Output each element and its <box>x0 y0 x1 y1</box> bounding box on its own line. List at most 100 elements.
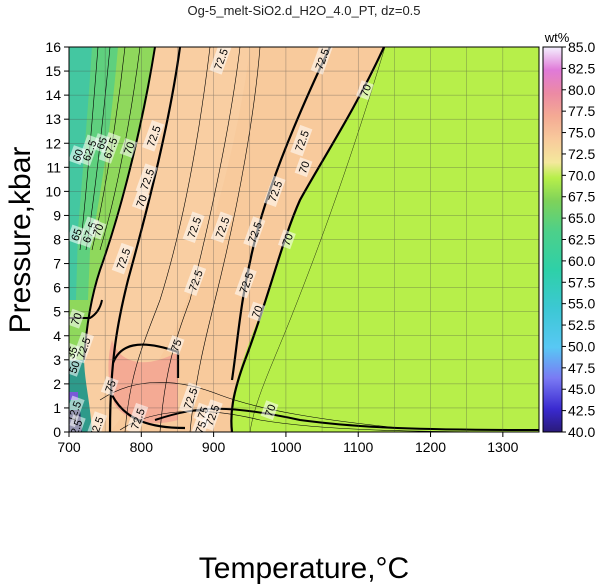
contour-label-bg <box>69 414 86 432</box>
colorbar-tick-label: 55.0 <box>568 296 595 312</box>
contour-label-bg <box>234 266 257 299</box>
colorbar-ticks: 85.0 82.5 80.0 77.5 75.0 72.5 70.0 67.5 65.0 62.5… <box>562 39 595 440</box>
contour-label-bg <box>356 80 374 101</box>
y-tick-label: 7 <box>53 256 61 272</box>
contour-label-bg <box>84 411 108 432</box>
contour-label: 70 <box>69 308 85 329</box>
colorbar-tick-label: 60.0 <box>568 253 595 269</box>
contour-label-bg <box>71 331 95 364</box>
colorbar-tick-label: 65.0 <box>568 210 595 226</box>
contour-label-bg <box>111 242 134 275</box>
contour-label-text: 35 <box>65 345 80 361</box>
contour-label-bg <box>98 132 121 164</box>
y-tick-label: 4 <box>53 328 61 344</box>
contour-label-text: 70 <box>250 304 265 320</box>
contour-label-text: 60 <box>71 148 86 164</box>
y-tick-label: 0 <box>53 424 61 440</box>
contour-label: 72.5 <box>84 411 108 432</box>
contour-label-bg <box>290 124 313 157</box>
contour-label-bg <box>126 402 149 432</box>
contour-label: 2.5 <box>69 414 86 436</box>
y-tick-label: 8 <box>53 232 61 248</box>
contour-label-bg <box>247 301 266 322</box>
contour-label-bg <box>69 395 85 428</box>
x-tick-label: 1200 <box>415 439 446 455</box>
contour-label-bg <box>209 47 232 75</box>
contour-label-bg <box>69 308 85 329</box>
contour-label-bg <box>263 175 286 207</box>
y-tick-label: 2 <box>53 376 61 392</box>
contour-label-text: 75 <box>169 338 184 354</box>
x-tick-label: 1000 <box>270 439 301 455</box>
contour-label-bg <box>77 134 100 167</box>
contour-label: 70 <box>277 229 296 250</box>
colorbar-tick-label: 82.5 <box>568 60 595 76</box>
x-tick-label: 700 <box>57 439 81 455</box>
colorbar-tick-label: 80.0 <box>568 82 595 98</box>
colorbar-tick-label: 47.5 <box>568 360 595 376</box>
contour-label: 75 <box>100 376 119 397</box>
field-75 <box>108 340 178 424</box>
colorbar-tick-label: 42.5 <box>568 403 595 419</box>
colorbar-tick-label: 67.5 <box>568 189 595 205</box>
colorbar: wt% 85.0 82.5 80.0 77.5 75.0 72.5 70.0 67.5 65.0… <box>542 30 595 440</box>
y-tick-label: 12 <box>45 135 61 151</box>
contour-label: 75 <box>166 335 185 356</box>
y-tick-label: 16 <box>45 39 61 55</box>
contour-label-bg <box>131 190 150 211</box>
colorbar-tick-label: 40.0 <box>568 424 595 440</box>
contour-label-bg <box>182 211 205 244</box>
contour-label-text: 50 <box>67 360 82 376</box>
contour-label-bg <box>184 264 207 296</box>
contour-label-text: 2.5 <box>69 418 86 436</box>
field-purple-patch <box>69 392 78 400</box>
colorbar-tick-label: 72.5 <box>568 146 595 162</box>
x-tick-label: 1100 <box>343 439 373 455</box>
colorbar-tick-label: 70.0 <box>568 167 595 183</box>
y-tick-label: 5 <box>53 304 61 320</box>
contour-label-bg <box>166 335 185 356</box>
contour-label-bg <box>260 400 279 421</box>
x-axis-title: Temperature,°C <box>199 552 409 585</box>
contour-label-text: 75 <box>103 379 118 395</box>
y-tick-label: 9 <box>53 207 61 223</box>
contour-label: 70 <box>294 157 313 178</box>
colorbar-tick-label: 52.5 <box>568 317 595 333</box>
chart-title: Og-5_melt-SiO2.d_H2O_4.0_PT, dz=0.5 <box>187 3 420 18</box>
contour-label-text: 70 <box>263 403 278 419</box>
y-tick-label: 10 <box>45 183 61 199</box>
y-tick-label: 1 <box>53 400 61 416</box>
colorbar-tick-label: 45.0 <box>568 381 595 397</box>
colorbar-gradient <box>542 46 563 433</box>
contour-label-bg <box>294 157 313 178</box>
contour-label-text: 70 <box>122 141 137 157</box>
contour-label-bg <box>119 137 138 158</box>
y-tick-label: 11 <box>46 159 61 175</box>
contour-label-bg <box>277 229 296 250</box>
x-tick-label: 1300 <box>487 439 518 455</box>
contour-label-text: 70 <box>91 222 106 238</box>
y-tick-label: 14 <box>45 87 61 103</box>
colorbar-title: wt% <box>544 30 570 45</box>
y-tick-label: 6 <box>53 280 61 296</box>
contour-label-text: 70 <box>135 194 150 210</box>
contour-label-bg <box>243 216 266 248</box>
y-tick-label: 15 <box>45 63 61 79</box>
contour-label-text: 70 <box>297 160 312 176</box>
contour-label: 70 <box>356 80 374 101</box>
contour-label-bg <box>178 382 202 414</box>
contour-label-bg <box>88 219 107 240</box>
contour-label-bg <box>69 342 81 363</box>
colorbar-tick-label: 50.0 <box>568 338 595 354</box>
contour-label: 70 <box>119 137 138 158</box>
contour-label-text: 70 <box>281 232 296 248</box>
colorbar-tick-label: 57.5 <box>568 274 595 290</box>
colorbar-tick-label: 77.5 <box>568 103 595 119</box>
contour-label: 70 <box>88 219 107 240</box>
contour-label: 60 <box>69 145 86 166</box>
contour-label-bg <box>135 163 158 195</box>
